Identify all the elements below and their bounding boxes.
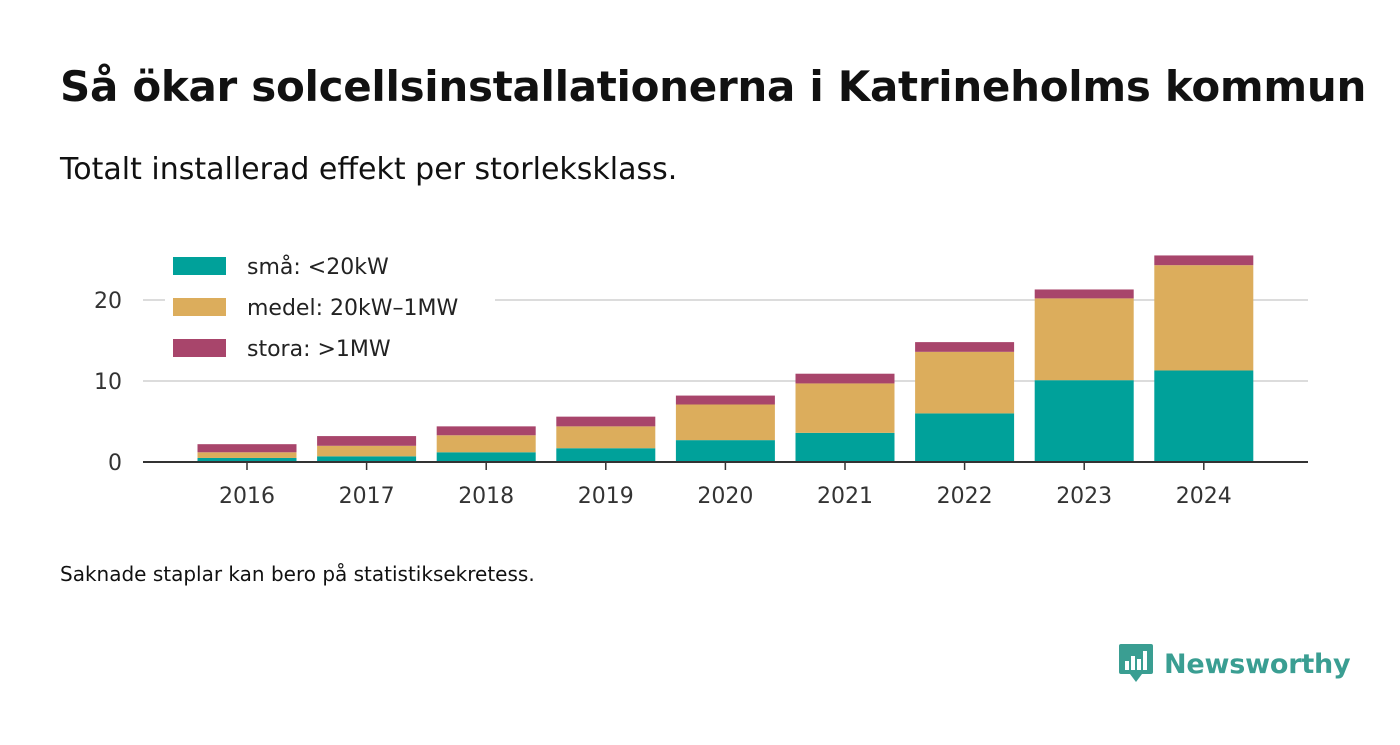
x-tick-label: 2024 [1176, 484, 1232, 509]
axes: 0 10 20 2016 2017 2018 2019 2020 2021 2022 2023 202… [94, 289, 1308, 509]
x-tick-label: 2023 [1056, 484, 1112, 509]
legend-label: medel: 20kW–1MW [247, 296, 458, 321]
bar-2017-series-3 [317, 436, 417, 446]
y-tick-label: 20 [94, 289, 122, 314]
bar-2022-series-2 [915, 351, 1015, 414]
bar-2023-series-2 [1034, 298, 1134, 381]
bar-2018-series-2 [436, 435, 536, 453]
newsworthy-logo: Newsworthy [1118, 642, 1351, 686]
legend-item: små: <20kW [165, 251, 495, 283]
legend-label: små: <20kW [247, 254, 389, 280]
bar-2018-series-3 [436, 426, 536, 436]
legend-swatch [173, 257, 226, 275]
y-tick-label: 0 [108, 451, 122, 476]
x-tick-label: 2018 [458, 484, 514, 509]
chart-subtitle: Totalt installerad effekt per storlekskl… [60, 152, 678, 187]
bar-2019-series-2 [556, 426, 656, 449]
bar-2017-series-1 [317, 456, 417, 462]
x-tick-label: 2016 [219, 484, 275, 509]
x-tick-label: 2017 [339, 484, 395, 509]
bar-2016-series-3 [197, 444, 297, 453]
bar-2022-series-1 [915, 413, 1015, 462]
brand-name: Newsworthy [1164, 648, 1351, 680]
chart-bubble-icon [1119, 644, 1153, 682]
x-tick-label: 2022 [937, 484, 993, 509]
bar-2020-series-3 [675, 395, 775, 405]
footnote: Saknade staplar kan bero på statistiksek… [60, 562, 535, 586]
legend-item: medel: 20kW–1MW [165, 292, 495, 324]
x-tick-label: 2020 [697, 484, 753, 509]
bar-2018-series-1 [436, 452, 536, 462]
chart-title: Så ökar solcellsinstallationerna i Katri… [60, 62, 1367, 111]
bar-2016-series-1 [197, 457, 297, 462]
bar-2022-series-3 [915, 342, 1015, 352]
bar-2020-series-2 [675, 404, 775, 441]
bar-2023-series-3 [1034, 289, 1134, 299]
bar-2020-series-1 [675, 440, 775, 462]
bar-2019-series-1 [556, 448, 656, 462]
bar-2024-series-3 [1154, 255, 1254, 266]
bar-2021-series-3 [795, 373, 895, 384]
x-tick-label: 2021 [817, 484, 873, 509]
bars [197, 255, 1254, 462]
legend-swatch [173, 298, 226, 316]
legend-item: stora: >1MW [165, 333, 495, 365]
legend: små: <20kW medel: 20kW–1MW stora: >1MW [165, 251, 495, 365]
bar-2021-series-1 [795, 432, 895, 462]
x-tick-label: 2019 [578, 484, 634, 509]
bar-2024-series-1 [1154, 370, 1254, 462]
bar-2016-series-2 [197, 452, 297, 458]
legend-label: stora: >1MW [247, 337, 391, 362]
bar-2019-series-3 [556, 416, 656, 427]
bar-2021-series-2 [795, 383, 895, 433]
bar-2017-series-2 [317, 445, 417, 457]
bar-2023-series-1 [1034, 380, 1134, 462]
legend-swatch [173, 339, 226, 357]
y-tick-label: 10 [94, 370, 122, 395]
bar-2024-series-2 [1154, 265, 1254, 371]
